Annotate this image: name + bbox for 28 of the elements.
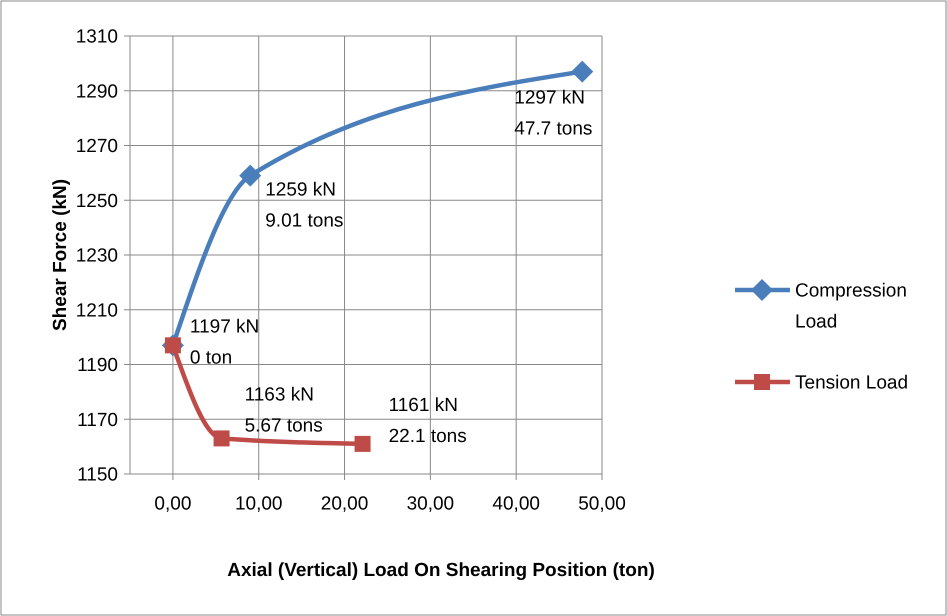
y-tick-label: 1310	[76, 26, 118, 48]
y-tick-label: 1270	[76, 136, 118, 158]
point	[239, 164, 262, 187]
x-tick-label: 50,00	[578, 494, 626, 515]
annotation: 1297 kN 47.7 tons	[514, 88, 592, 140]
y-tick-label: 1250	[76, 190, 118, 212]
annotation: 1161 kN 22.1 tons	[388, 394, 467, 447]
point	[214, 430, 230, 446]
x-tick-label: 0,00	[154, 494, 192, 515]
legend-label: Tension Load	[795, 372, 908, 394]
annotation: 1163 kN 5.67 tons	[244, 384, 323, 436]
x-axis-title: Axial (Vertical) Load On Shearing Position (ton)	[227, 560, 655, 581]
y-tick-label: 1190	[77, 355, 118, 376]
point	[354, 436, 371, 452]
x-tick-label: 10,00	[234, 494, 282, 515]
legend-label: Compression Load	[795, 280, 907, 333]
y-tick-label: 1230	[76, 246, 118, 267]
y-axis-title: Shear Force (kN)	[50, 178, 71, 332]
annotation: 1259 kN 9.01 tons	[265, 180, 344, 232]
x-tick-label: 40,00	[492, 494, 540, 515]
x-tick-label: 20,00	[320, 494, 368, 515]
x-tick-label: 30,00	[406, 494, 454, 515]
y-tick-label: 1290	[76, 81, 118, 102]
y-tick-label: 1150	[77, 464, 118, 486]
annotation: 1197 kN 0 ton	[190, 316, 260, 368]
y-tick-label: 1210	[76, 300, 118, 322]
y-tick-label: 1170	[77, 410, 118, 431]
point	[571, 60, 594, 83]
